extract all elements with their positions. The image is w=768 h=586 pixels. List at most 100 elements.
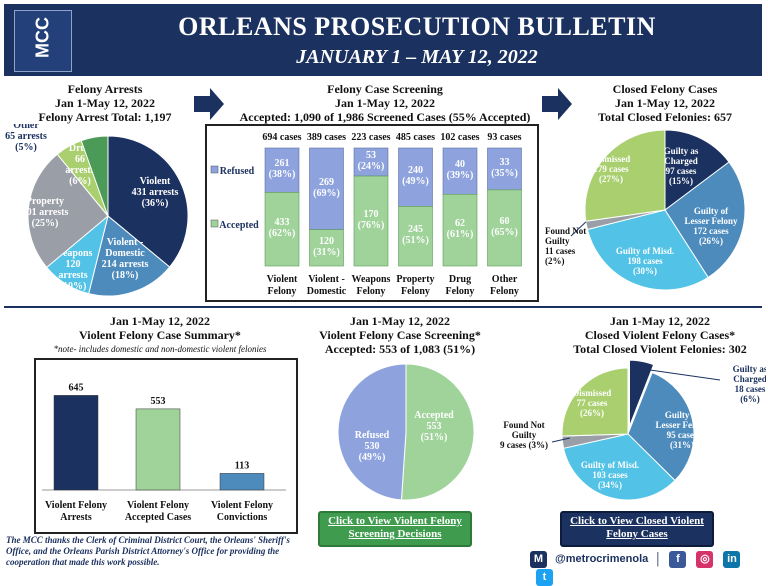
bar-label-accepted: 60 (65%) (491, 216, 518, 238)
bar-refused (264, 147, 300, 193)
linkedin-icon[interactable]: in (723, 550, 741, 568)
pie-slice (400, 363, 475, 501)
bar-refused (487, 147, 522, 191)
summary-bar-category: Violent Felony Convictions (211, 500, 273, 523)
felony-arrests-total: Felony Arrest Total: 1,197 (38, 110, 172, 124)
pie-slice (627, 371, 695, 482)
closed-felony-total: Total Closed Felonies: 657 (598, 110, 732, 124)
pie-slice (584, 129, 666, 222)
bar-label-refused: 40 (39%) (447, 159, 474, 181)
bar-refused (442, 147, 478, 195)
bar-label-accepted: 170 (76%) (358, 209, 385, 231)
pie-slice (107, 135, 189, 268)
bar-total-label: 694 cases (262, 132, 301, 143)
pie-label: Drug 66 arrests (6%) (65, 143, 94, 187)
pie-slice (586, 209, 709, 291)
pie-label: Violent 431 arrests (36%) (132, 176, 179, 209)
pie-slice (628, 359, 655, 427)
mcc-mini-logo-icon: M (530, 550, 547, 568)
summary-bar (219, 473, 265, 491)
pie-slice (27, 153, 109, 269)
bar-label-accepted: 120 (31%) (313, 236, 340, 258)
instagram-icon[interactable]: ◎ (696, 550, 714, 568)
bar-label-refused: 33 (35%) (491, 157, 518, 179)
felony-screening-chart: Refused Accepted 261 (38%) 433 (62%) 694 cases… (210, 132, 522, 297)
closed-felony-dates: Jan 1-May 12, 2022 (615, 96, 715, 110)
violent-screening-pie: Accepted 553 (51%) Refused 530 (49%) (337, 363, 475, 501)
felony-screening-dates: Jan 1-May 12, 2022 (335, 96, 435, 110)
pie-label: Guilty of Lesser Felony 95 cases (31%) (655, 410, 709, 450)
summary-bar-category: Violent Felony Accepted Cases (125, 500, 191, 523)
bar-category-label: Drug Felony (446, 274, 475, 297)
pie-label: Dismissed 179 cases (27%) (592, 154, 631, 184)
pie-label: Guilty as Charged 97 cases (15%) (664, 146, 699, 186)
felony-screening-title: Felony Case Screening (327, 82, 443, 96)
acknowledgement-note: The MCC thanks the Clerk of Criminal Dis… (6, 535, 290, 567)
bar-accepted (487, 189, 522, 267)
bar-category-label: Violent Felony (267, 274, 298, 297)
bar-accepted (309, 229, 344, 267)
pie-label: Guilty of Misd. 198 cases (30%) (616, 246, 674, 276)
closed-felony-header: Closed Felony Cases Jan 1-May 12, 2022 T… (575, 82, 755, 124)
legend-swatch-refused (210, 165, 219, 174)
bar-total-label: 223 cases (351, 132, 390, 143)
mcc-logo: MCC (14, 10, 72, 72)
summary-bar (53, 395, 99, 491)
pie-label: Guilty of Lesser Felony 172 cases (26%) (684, 206, 738, 246)
pie-label: Property 301 arrests (25%) (22, 196, 69, 229)
felony-arrests-header: Felony Arrests Jan 1-May 12, 2022 Felony… (20, 82, 190, 124)
bar-refused (398, 147, 433, 207)
violent-screening-accepted: Accepted: 553 of 1,083 (51%) (324, 342, 476, 356)
bar-total-label: 485 cases (396, 132, 435, 143)
pie-label: Refused 530 (49%) (355, 430, 390, 463)
pie-label: Violent -Domestic 214 arrests (18%) (102, 237, 149, 281)
pie-slice (664, 129, 730, 211)
violent-closed-title: Closed Violent Felony Cases* (584, 328, 736, 342)
bar-refused (353, 147, 389, 177)
violent-summary-dates: Jan 1-May 12, 2022 (110, 314, 210, 328)
page-subtitle: JANUARY 1 – MAY 12, 2022 (296, 46, 538, 68)
violent-closed-dates: Jan 1-May 12, 2022 (610, 314, 710, 328)
header-banner: MCC ORLEANS PROSECUTION BULLETIN JANUARY… (4, 4, 762, 76)
summary-bar-value: 553 (151, 396, 166, 407)
felony-screening-accepted: Accepted: 1,090 of 1,986 Screened Cases … (239, 110, 531, 124)
bar-total-label: 102 cases (440, 132, 479, 143)
bar-label-refused: 53 (24%) (358, 150, 385, 172)
felony-screening-header: Felony Case Screening Jan 1-May 12, 2022… (225, 82, 545, 124)
violent-closed-total: Total Closed Violent Felonies: 302 (573, 342, 747, 356)
violent-closed-header: Jan 1-May 12, 2022 Closed Violent Felony… (560, 314, 760, 356)
legend-label-refused: Refused (220, 166, 255, 177)
pie-label: Other 65 arrests (5%) (5, 124, 47, 153)
pie-slice (562, 433, 676, 501)
pie-slice (561, 367, 629, 437)
bar-category-label: Weapons Felony (352, 274, 391, 297)
violent-summary-header: Jan 1-May 12, 2022 Violent Felony Case S… (40, 314, 280, 356)
right-arrow-icon (542, 88, 572, 120)
felony-arrests-pie: Violent 431 arrests (36%) Violent -Domestic… (5, 124, 189, 297)
summary-bar-category: Violent Felony Arrests (45, 500, 107, 523)
facebook-icon[interactable]: f (669, 550, 687, 568)
section-divider (4, 306, 762, 308)
bar-total-label: 93 cases (487, 132, 521, 143)
pie-slice (88, 215, 171, 297)
view-closed-violent-button[interactable]: Click to View Closed Violent Felony Case… (560, 511, 714, 547)
bar-label-refused: 269 (69%) (313, 177, 340, 199)
pie-label: Weapons 120 arrests (10%) (54, 248, 93, 292)
violent-summary-note: *note- includes domestic and non-domesti… (53, 344, 267, 354)
violent-closed-pie: Guilty as Charged 18 cases (6%) Guilty of Les… (500, 359, 766, 501)
bar-label-accepted: 433 (62%) (269, 217, 296, 239)
bar-label-accepted: 62 (61%) (447, 218, 474, 240)
bar-category-label: Property Felony (396, 274, 434, 297)
bar-accepted (442, 193, 478, 267)
view-screening-decisions-button[interactable]: Click to View Violent Felony Screening D… (318, 511, 472, 547)
closed-felony-title: Closed Felony Cases (612, 82, 718, 96)
page-title: ORLEANS PROSECUTION BULLETIN (178, 12, 656, 41)
logo-text: MCC (32, 17, 53, 58)
pie-label: Accepted 553 (51%) (414, 410, 454, 443)
social-handle[interactable]: @metrocrimenola (555, 553, 649, 566)
violent-screening-title: Violent Felony Case Screening* (319, 328, 481, 342)
pie-slice (80, 135, 109, 217)
pie-label: Guilty as Charged 18 cases (6%) (733, 364, 766, 404)
violent-summary-chart: 645 Violent Felony Arrests 553 Violent Felon… (42, 382, 286, 523)
legend-swatch-accepted (210, 219, 219, 228)
